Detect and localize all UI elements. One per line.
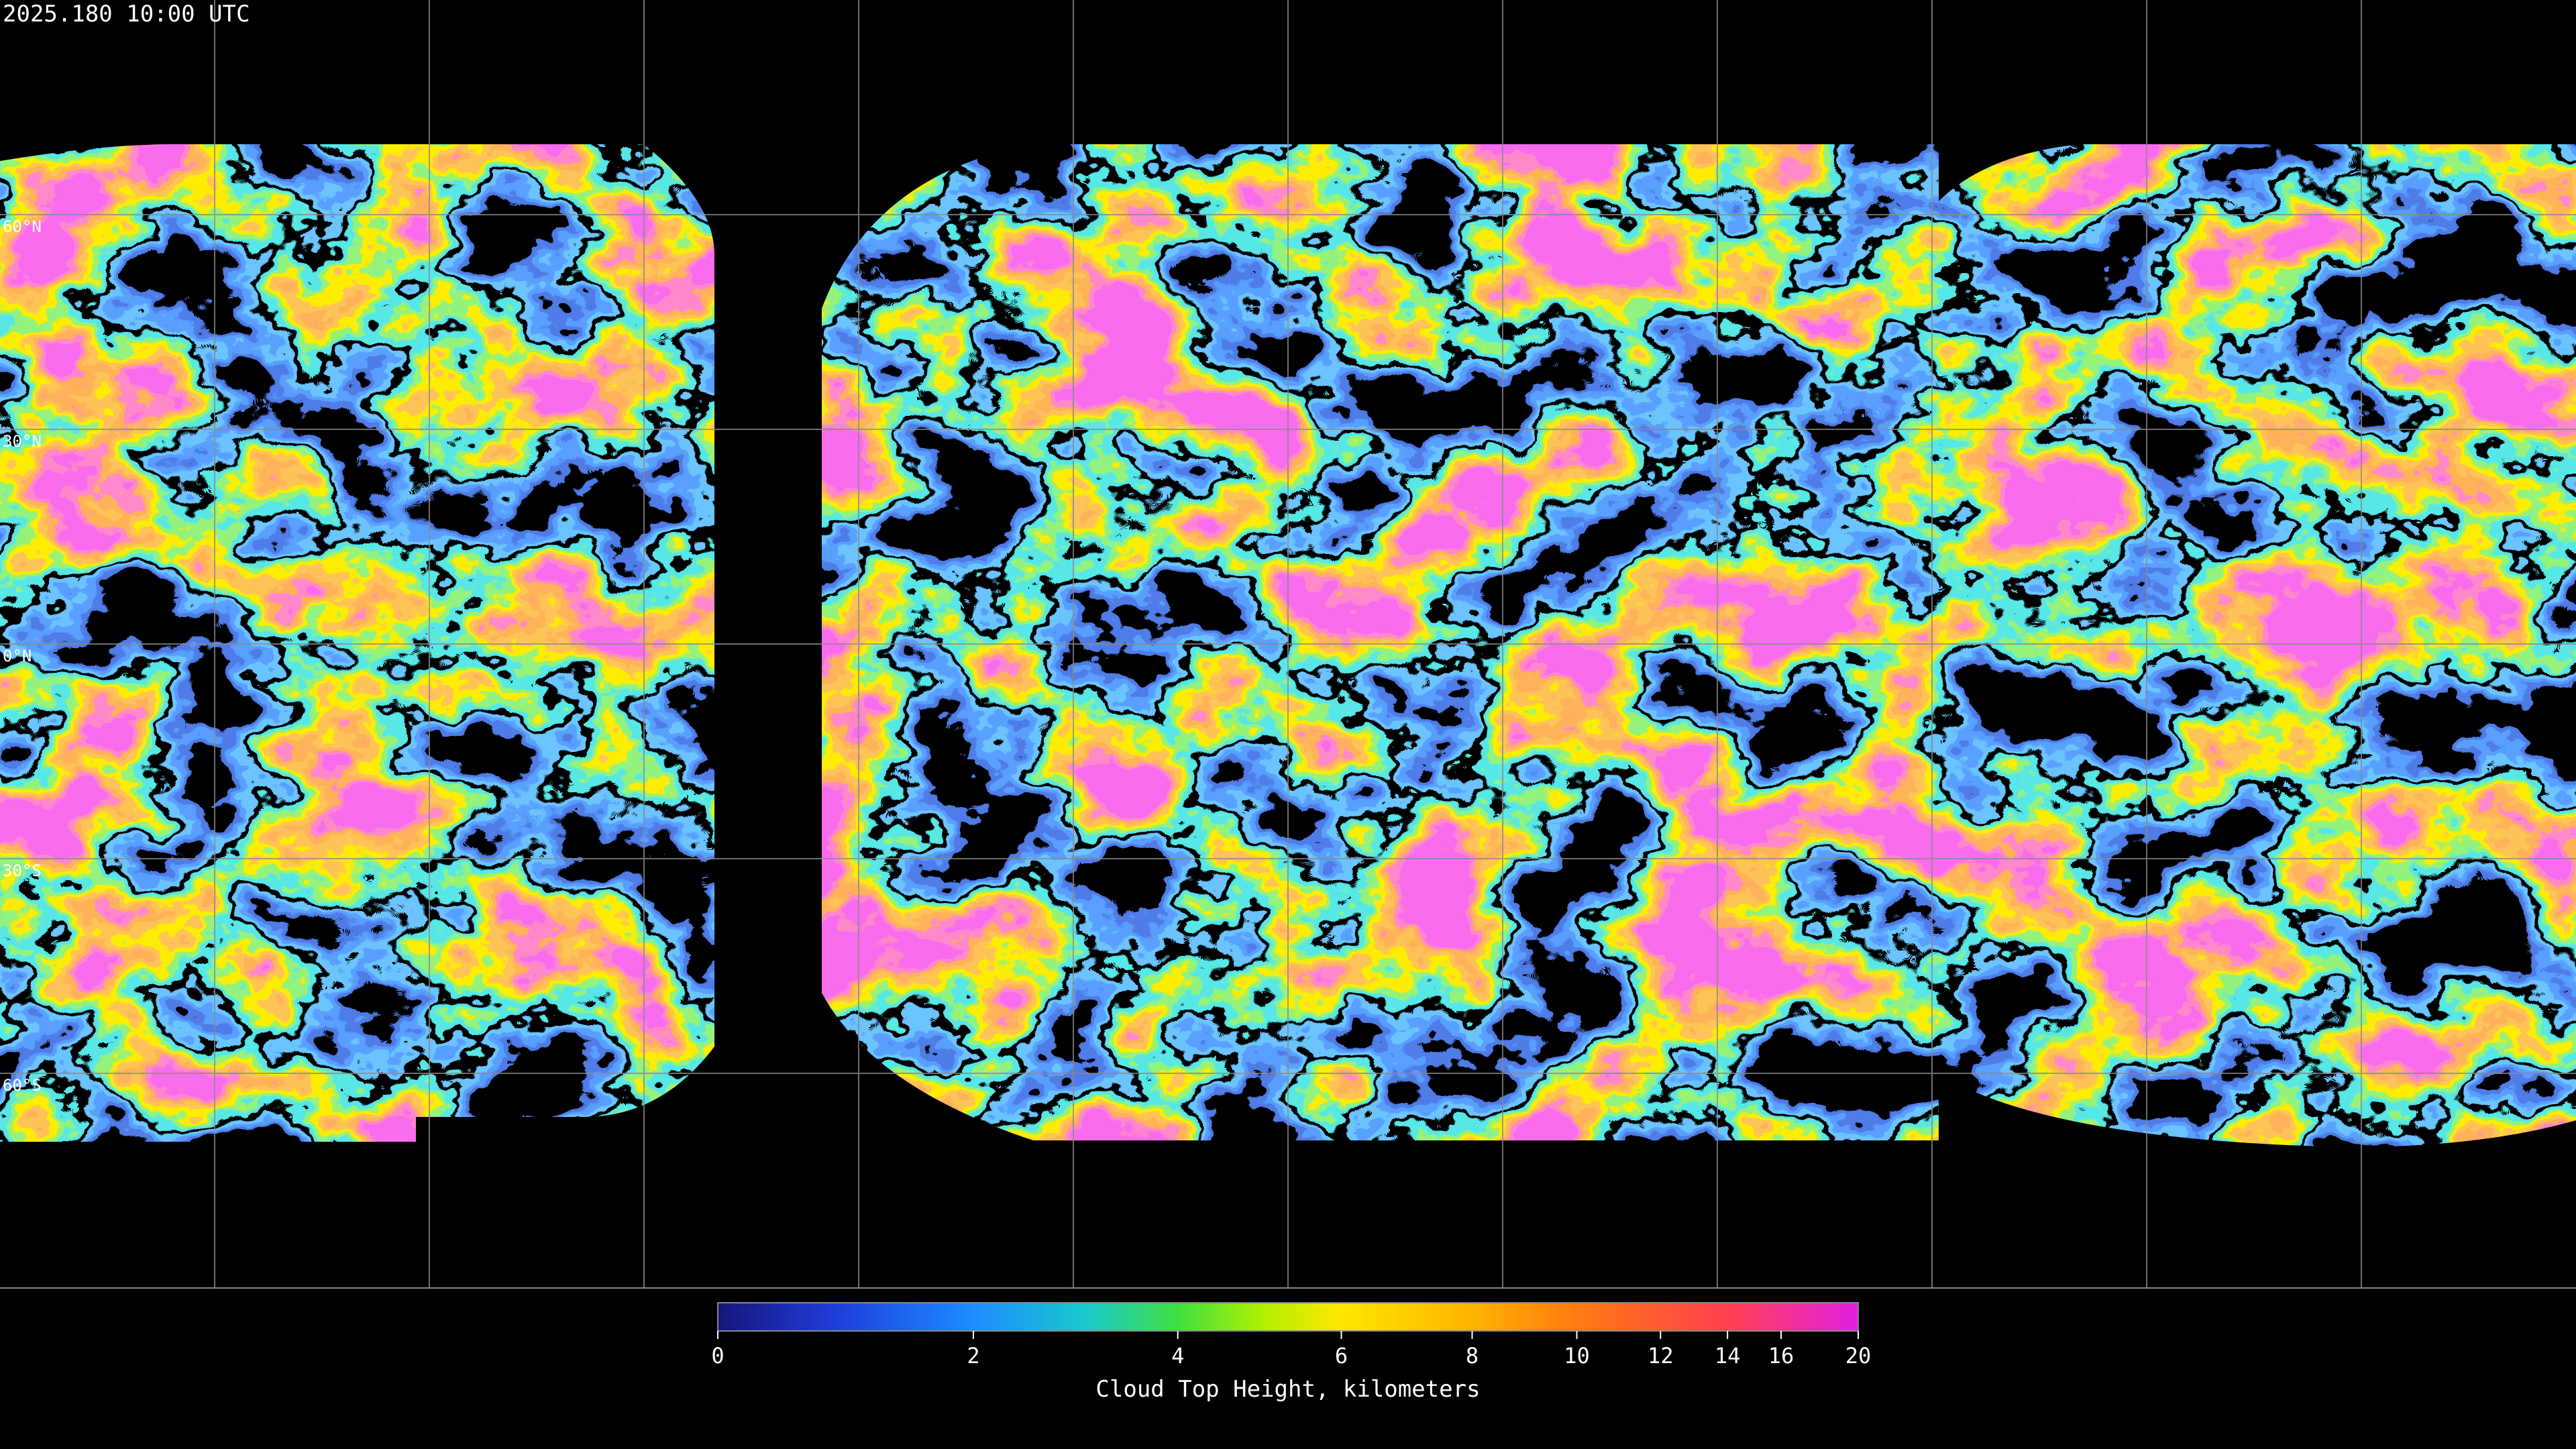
colorbar-tick-label: 6 xyxy=(1335,1343,1348,1368)
colorbar-tick-label: 12 xyxy=(1648,1343,1674,1368)
lat-label: 60°S xyxy=(3,1076,42,1095)
colorbar xyxy=(717,1302,1859,1332)
timestamp: 2025.180 10:00 UTC xyxy=(3,1,250,28)
colorbar-tick-label: 0 xyxy=(711,1343,724,1368)
lat-label: 30°N xyxy=(3,432,42,451)
colorbar-tick-label: 4 xyxy=(1171,1343,1184,1368)
colorbar-tick-label: 20 xyxy=(1845,1343,1872,1368)
colorbar-tick-label: 14 xyxy=(1715,1343,1741,1368)
lat-label: 0°N xyxy=(3,647,32,665)
colorbar-title: Cloud Top Height, kilometers xyxy=(1095,1376,1480,1403)
colorbar-tick-label: 16 xyxy=(1768,1343,1794,1368)
colorbar-tick-label: 10 xyxy=(1564,1343,1590,1368)
colorbar-tick-label: 2 xyxy=(967,1343,979,1368)
colorbar-tick-label: 8 xyxy=(1466,1343,1479,1368)
graticule xyxy=(0,0,2576,1288)
lat-label: 30°S xyxy=(3,861,42,880)
lat-label: 60°N xyxy=(3,217,42,236)
